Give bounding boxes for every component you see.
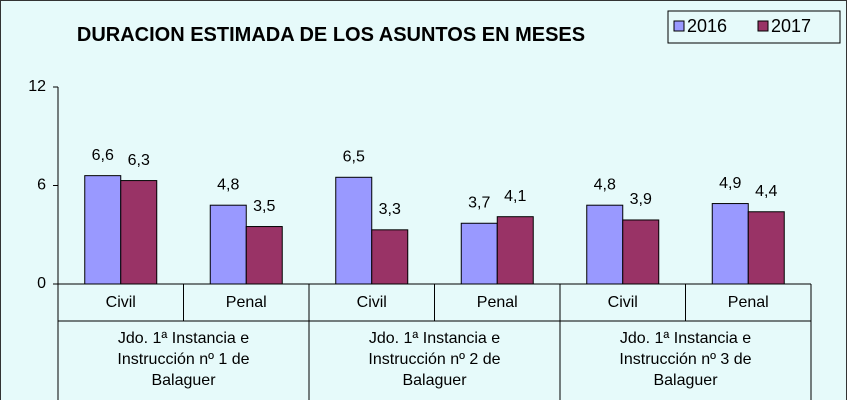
data-label: 6,6 (92, 147, 114, 164)
bar (711, 203, 749, 285)
legend-swatch (673, 20, 685, 32)
bar (209, 204, 247, 285)
data-label: 4,4 (755, 183, 777, 200)
bar (586, 204, 624, 285)
bar (460, 222, 498, 285)
bar (84, 175, 122, 285)
data-label: 3,9 (630, 191, 652, 208)
x-tick-label: Penal (226, 294, 267, 311)
data-label: 4,8 (217, 176, 239, 193)
y-tick-label: 12 (28, 78, 46, 95)
group-label: Jdo. 1ª Instancia e Instrucción nº 3 de … (619, 330, 752, 389)
x-tick-label: Penal (477, 294, 518, 311)
x-tick-label: Civil (357, 294, 387, 311)
bar (245, 226, 283, 285)
group-label: Jdo. 1ª Instancia e Instrucción nº 2 de … (368, 330, 501, 389)
bar (335, 176, 373, 285)
legend-swatch (757, 20, 769, 32)
x-tick-label: Civil (608, 294, 638, 311)
data-label: 4,8 (594, 176, 616, 193)
group-label: Jdo. 1ª Instancia e Instrucción nº 1 de … (117, 330, 250, 389)
legend (667, 10, 841, 44)
data-label: 6,5 (343, 149, 365, 166)
x-tick-label: Penal (728, 294, 769, 311)
data-label: 4,1 (504, 188, 526, 205)
data-label: 3,5 (253, 198, 275, 215)
bar (747, 211, 785, 285)
legend-label: 2017 (771, 16, 811, 36)
chart-title: DURACION ESTIMADA DE LOS ASUNTOS EN MESE… (76, 24, 586, 46)
bar (120, 180, 158, 285)
legend-label: 2016 (687, 16, 727, 36)
data-label: 3,3 (379, 201, 401, 218)
bar (496, 216, 534, 285)
data-label: 6,3 (128, 152, 150, 169)
y-tick-label: 6 (37, 177, 46, 194)
data-label: 4,9 (719, 175, 741, 192)
x-tick-label: Civil (106, 294, 136, 311)
bar (371, 229, 409, 285)
bar (622, 219, 660, 285)
y-tick-label: 0 (37, 275, 46, 292)
data-label: 3,7 (468, 194, 490, 211)
